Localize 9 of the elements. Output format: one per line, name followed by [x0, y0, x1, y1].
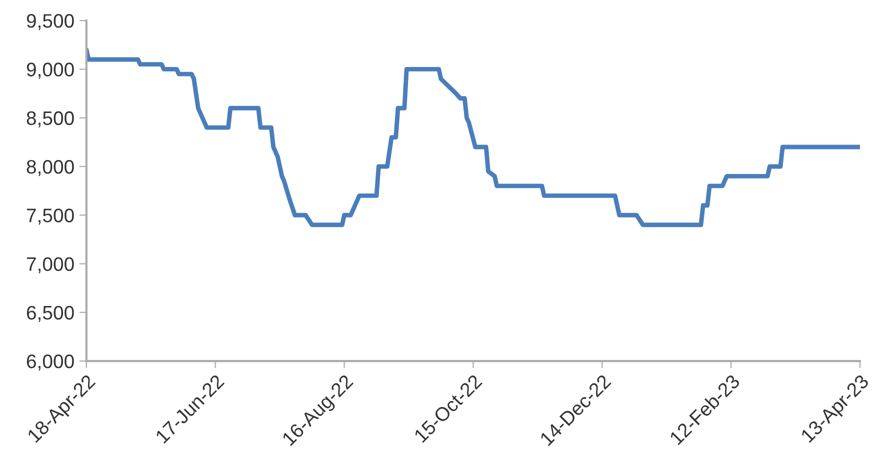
y-tick-label: 7,500 [26, 208, 74, 225]
y-tick-label: 6,000 [26, 354, 74, 371]
y-tick-label: 8,500 [26, 111, 74, 128]
line-series [86, 48, 860, 228]
y-tick-label: 9,000 [26, 62, 74, 79]
y-tick-label: 9,500 [26, 14, 74, 30]
y-tick-label: 7,000 [26, 257, 74, 274]
y-tick-label: 6,500 [26, 306, 74, 322]
y-tick-label: 8,000 [26, 160, 74, 176]
